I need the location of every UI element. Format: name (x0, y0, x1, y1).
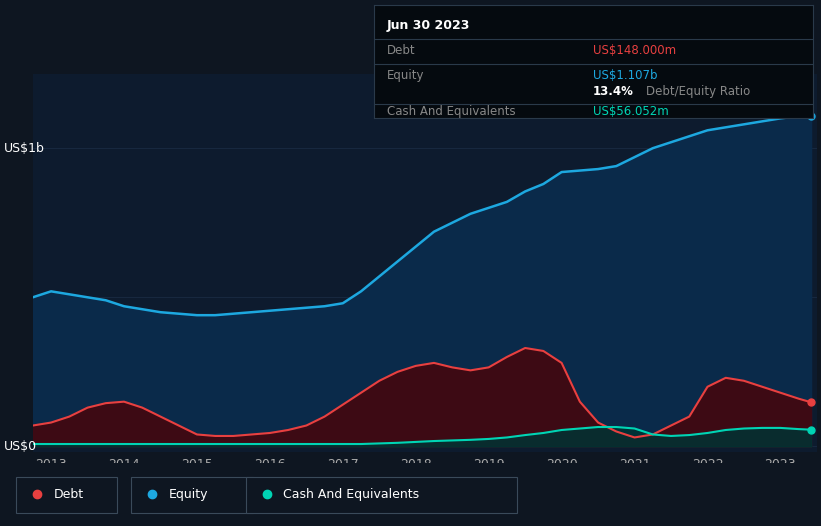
FancyBboxPatch shape (131, 477, 253, 513)
Text: Cash And Equivalents: Cash And Equivalents (283, 488, 420, 501)
Text: Equity: Equity (168, 488, 208, 501)
Text: US$148.000m: US$148.000m (594, 44, 677, 57)
Text: Debt: Debt (387, 44, 415, 57)
FancyBboxPatch shape (246, 477, 517, 513)
Text: US$1b: US$1b (4, 141, 45, 155)
Text: US$0: US$0 (4, 440, 37, 453)
FancyBboxPatch shape (16, 477, 117, 513)
Text: Cash And Equivalents: Cash And Equivalents (387, 105, 516, 118)
Text: 13.4%: 13.4% (594, 85, 634, 98)
Text: Debt: Debt (53, 488, 84, 501)
Text: Debt/Equity Ratio: Debt/Equity Ratio (646, 85, 750, 98)
Text: Jun 30 2023: Jun 30 2023 (387, 19, 470, 32)
Text: US$1.107b: US$1.107b (594, 69, 658, 82)
Text: US$56.052m: US$56.052m (594, 105, 669, 118)
Text: Equity: Equity (387, 69, 424, 82)
